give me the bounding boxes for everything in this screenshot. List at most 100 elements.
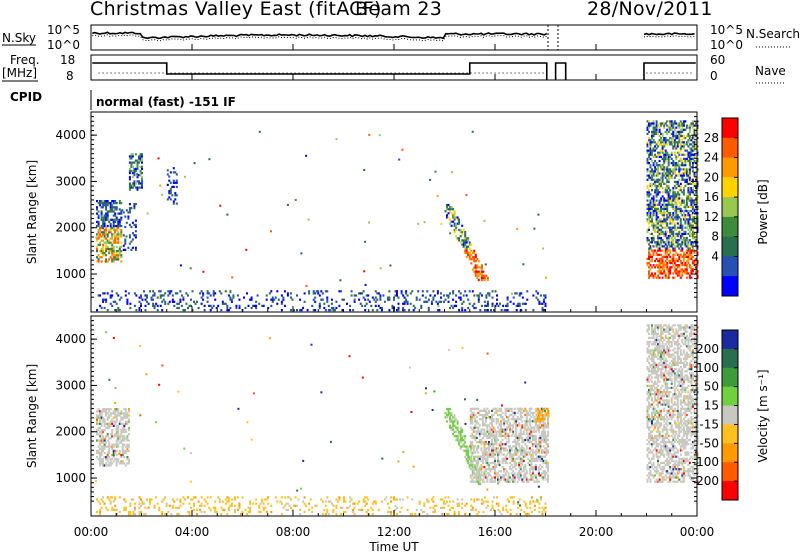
data-cell [686,252,688,254]
data-cell [101,215,103,217]
data-cell [648,131,650,133]
data-cell [132,176,134,178]
data-cell [690,222,692,224]
data-cell [680,277,682,279]
data-cell [650,143,652,145]
data-cell [451,212,453,214]
data-cell [108,442,110,444]
data-cell [396,292,398,294]
data-cell [467,452,469,454]
data-cell [526,422,528,424]
data-cell [535,297,537,299]
data-cell [657,420,659,422]
data-cell [477,445,479,447]
data-cell [320,290,322,292]
data-cell [473,458,475,460]
data-cell [515,420,517,422]
data-cell [654,331,656,333]
data-cell [245,249,247,251]
data-cell [547,476,549,478]
data-cell [108,452,110,454]
freq-label: Freq. [10,53,40,67]
data-cell [651,256,653,258]
data-cell [671,120,673,122]
data-cell [502,466,504,468]
data-cell [683,145,685,147]
data-cell [656,212,658,214]
data-cell [104,252,106,254]
data-cell [489,437,491,439]
data-cell [104,429,106,431]
data-cell [690,214,692,216]
data-cell [127,247,129,249]
data-cell [656,479,658,481]
data-cell [449,416,451,418]
data-cell [535,418,537,420]
data-cell [651,266,653,268]
data-cell [507,297,509,299]
data-cell [663,462,665,464]
data-cell [653,410,655,412]
data-cell [405,290,407,292]
data-cell [133,180,135,182]
data-cell [515,445,517,447]
data-cell [114,301,116,303]
data-cell [113,227,115,229]
data-cell [672,131,674,133]
data-cell [648,272,650,274]
data-cell [467,239,469,241]
data-cell [538,301,540,303]
data-cell [477,429,479,431]
data-cell [653,200,655,202]
data-cell [170,290,172,292]
data-cell [509,481,511,483]
data-cell [648,120,650,122]
data-cell [694,262,696,264]
data-cell [125,464,127,466]
data-cell [102,442,104,444]
data-cell [684,216,686,218]
data-cell [99,435,101,437]
data-cell [496,464,498,466]
data-cell [521,437,523,439]
data-cell [678,127,680,129]
data-cell [647,360,649,362]
data-cell [319,294,321,296]
data-cell [675,187,677,189]
data-cell [476,464,478,466]
data-cell [184,309,186,311]
data-cell [375,290,377,292]
data-cell [520,431,522,433]
data-cell [663,354,665,356]
data-cell [473,258,475,260]
data-cell [690,183,692,185]
data-cell [681,275,683,277]
data-cell [126,222,128,224]
data-cell [653,239,655,241]
data-cell [229,307,231,309]
data-cell [116,208,118,210]
data-cell [522,297,524,299]
data-cell [650,481,652,483]
data-cell [662,470,664,472]
data-cell [151,297,153,299]
data-cell [505,443,507,445]
data-cell [122,460,124,462]
data-cell [469,256,471,258]
data-cell [228,309,230,311]
data-cell [96,240,98,242]
data-cell [660,387,662,389]
data-cell [448,297,450,299]
data-cell [501,309,503,311]
data-cell [674,266,676,268]
data-cell [381,309,383,311]
data-cell [478,279,480,281]
data-cell [482,420,484,422]
data-cell [692,270,694,272]
data-cell [225,303,227,305]
data-cell [493,426,495,428]
data-cell [432,299,434,301]
data-cell [98,215,100,217]
data-cell [475,307,477,309]
data-cell [471,420,473,422]
